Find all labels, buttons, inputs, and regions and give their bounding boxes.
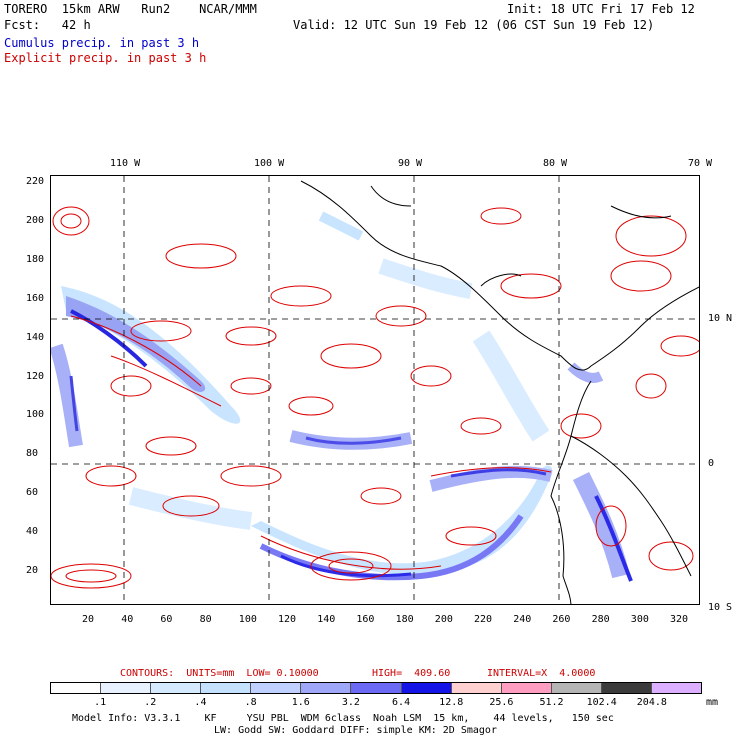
init-time: Init: 18 UTC Fri 17 Feb 12 [507,2,695,16]
y-tick-label: 140 [26,331,45,343]
x-tick-label: 300 [630,614,649,625]
colorbar-label: .8 [244,697,257,708]
colorbar-swatch [501,683,552,693]
lon-label-80w: 80 W [543,158,568,169]
colorbar-unit: mm [706,697,719,708]
lon-label-100w: 100 W [254,158,285,169]
explicit-legend: Explicit precip. in past 3 h [4,51,207,65]
x-tick-label: 120 [278,614,297,625]
x-tick-label: 140 [317,614,336,625]
x-tick-label: 320 [670,614,689,625]
explicit-contours [51,206,699,589]
x-tick-label: 200 [434,614,453,625]
x-tick-label: 220 [474,614,493,625]
model-info: Model Info: V3.3.1 KF YSU PBL WDM 6class… [72,713,614,724]
contours-interval: INTERVAL=X 4.0000 [487,668,596,679]
x-tick-label: 260 [552,614,571,625]
contours-info: CONTOURS: UNITS=mm LOW= 0.10000 [120,668,319,679]
colorbar-label: 12.8 [439,697,464,708]
valid-time: Valid: 12 UTC Sun 19 Feb 12 (06 CST Sun … [293,18,655,32]
colorbar-label: 1.6 [291,697,310,708]
y-tick-label: 180 [26,253,45,265]
colorbar-label: .2 [144,697,157,708]
colorbar-swatch [401,683,452,693]
x-tick-label: 80 [199,614,212,625]
cumulus-legend: Cumulus precip. in past 3 h [4,36,200,50]
x-tick-label: 60 [160,614,173,625]
precip-map [50,175,700,605]
colorbar-label: 3.2 [341,697,360,708]
colorbar-label: 51.2 [539,697,564,708]
y-tick-label: 160 [26,292,45,304]
colorbar-label: 204.8 [636,697,667,708]
y-tick-label: 200 [26,214,45,226]
x-tick-label: 160 [356,614,375,625]
lon-label-90w: 90 W [398,158,423,169]
colorbar-swatch [201,683,252,693]
colorbar-label: .1 [94,697,107,708]
y-tick-label: 40 [26,526,39,538]
lat-lon-grid [51,176,699,604]
colorbar-swatch [551,683,602,693]
y-tick-label: 60 [26,487,39,499]
map-canvas [51,176,699,604]
contours-high: HIGH= 409.60 [372,668,451,679]
x-tick-label: 280 [591,614,610,625]
x-tick-label: 180 [395,614,414,625]
model-physics: LW: Godd SW: Goddard DIFF: simple KM: 2D… [214,725,497,736]
coastlines [300,180,699,604]
x-tick-label: 20 [82,614,95,625]
x-tick-label: 40 [121,614,134,625]
colorbar-swatch [301,683,352,693]
colorbar-swatch [151,683,202,693]
colorbar-swatch [51,683,102,693]
x-tick-label: 240 [513,614,532,625]
lon-label-110w: 110 W [110,158,141,169]
colorbar-swatch [351,683,402,693]
colorbar-swatch [451,683,502,693]
y-tick-label: 100 [26,409,45,421]
lat-label-0: 0 [708,458,715,469]
lat-label-10n: 10 N [708,313,733,324]
lon-label-70w: 70 W [688,158,713,169]
forecast-hour: Fcst: 42 h [4,18,91,32]
x-tick-label: 100 [238,614,257,625]
header-title: TORERO 15km ARW Run2 NCAR/MMM [4,2,257,16]
y-tick-label: 120 [26,370,45,382]
colorbar-label: .4 [194,697,207,708]
colorbar-label: 25.6 [489,697,514,708]
colorbar-swatch [101,683,152,693]
colorbar [50,682,702,694]
colorbar-swatch [651,683,702,693]
y-tick-label: 80 [26,448,39,460]
colorbar-label: 102.4 [586,697,617,708]
colorbar-swatch [601,683,652,693]
colorbar-label: 6.4 [392,697,411,708]
cumulus-fill [51,211,633,582]
y-tick-label: 220 [26,176,45,187]
lat-label-10s: 10 S [708,602,733,613]
y-tick-label: 20 [26,565,39,576]
colorbar-swatch [251,683,302,693]
